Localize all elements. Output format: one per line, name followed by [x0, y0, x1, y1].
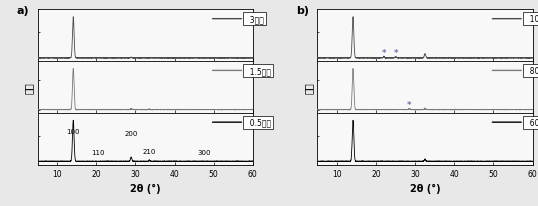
- Y-axis label: 强度: 强度: [24, 82, 33, 93]
- Text: 3小时: 3小时: [245, 15, 264, 24]
- Text: *: *: [407, 100, 412, 109]
- Text: 110: 110: [91, 150, 105, 156]
- Text: *: *: [393, 49, 398, 58]
- Y-axis label: 强度: 强度: [303, 82, 313, 93]
- Text: a): a): [16, 6, 29, 16]
- Text: 1.5小时: 1.5小时: [245, 67, 271, 76]
- Text: *: *: [381, 48, 386, 57]
- Text: 60°C: 60°C: [525, 118, 538, 127]
- Text: 100°C: 100°C: [525, 15, 538, 24]
- Text: 80°C: 80°C: [525, 67, 538, 76]
- Text: b): b): [296, 6, 309, 16]
- Text: 200: 200: [124, 131, 138, 137]
- X-axis label: 2θ (°): 2θ (°): [130, 183, 160, 193]
- X-axis label: 2θ (°): 2θ (°): [410, 183, 440, 193]
- Text: 210: 210: [143, 149, 156, 154]
- Text: 100: 100: [67, 128, 80, 134]
- Text: 300: 300: [197, 150, 211, 156]
- Text: 0.5小时: 0.5小时: [245, 118, 272, 127]
